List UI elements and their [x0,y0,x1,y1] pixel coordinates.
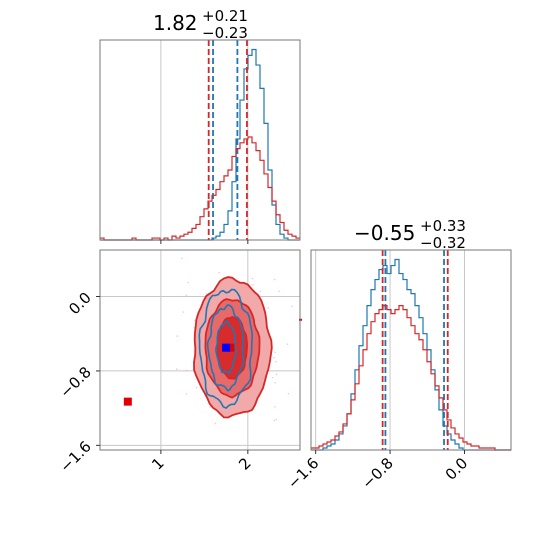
scatter-point [181,257,183,260]
scatter-point [274,406,276,408]
scatter-point [252,284,254,286]
title-right-sub: −0.32 [420,234,466,252]
scatter-point [185,294,188,297]
scatter-point [214,422,217,425]
scatter-point [251,277,254,280]
scatter-point [278,290,280,292]
title-top: 1.82 +0.21 −0.23 [153,7,248,42]
contour-frame [99,249,301,451]
title-right-sup: +0.33 [420,217,466,235]
red-square-main [226,343,235,352]
panel-top-histogram [99,39,301,244]
right-hist-red [311,305,511,451]
contour-x-tick-label-0: 1 [148,454,167,473]
top-hist-blue [100,48,300,241]
scatter-point [273,278,276,281]
scatter-point [259,290,262,293]
right-tick-label-0: −1.6 [284,454,322,492]
blue-contour-level-2 [215,320,238,375]
red-square-outlier [123,397,132,406]
scatter-point [194,319,196,322]
scatter-point [274,382,277,384]
title-top-main: 1.82 [153,11,198,35]
scatter-point [176,335,179,337]
right-tick-label-2: 0.0 [442,454,472,484]
scatter-point [218,271,220,274]
scatter-point [267,307,270,309]
panel-right-histogram: −1.6 −0.8 0.0 [284,249,512,493]
scatter-point [287,392,290,395]
contour-x-tick-label-1: 2 [235,454,254,473]
title-top-sup: +0.21 [202,7,248,25]
scatter-point [275,360,277,363]
blue-contour-level-0 [198,288,254,410]
scatter-point [185,369,188,372]
scatter-point [275,373,278,376]
scatter-point [274,351,276,354]
title-top-sub: −0.23 [202,24,248,42]
contour-y-tick-label-0: −1.6 [56,437,94,475]
scatter-point [273,419,276,422]
scatter-point [185,393,188,395]
blue-contour-level-1 [206,303,245,392]
scatter-point [275,418,278,421]
scatter-point [273,356,275,359]
right-frame [310,249,512,451]
right-hist-blue [311,258,511,451]
blue-square-main [222,343,231,352]
scatter-point [195,386,198,389]
title-right: −0.55 +0.33 −0.32 [354,217,466,252]
scatter-point [187,281,190,284]
contour-y-tick-label-1: −0.8 [56,363,94,401]
scatter-point [209,406,211,408]
top-hist-red [100,136,300,241]
title-right-main: −0.55 [354,221,415,245]
scatter-point [286,343,289,345]
scatter-point [182,311,185,313]
contour-y-tick-label-2: 0.0 [65,289,95,319]
panel-contour: 1 2 −1.6 −0.8 0.0 [56,249,302,476]
right-tick-label-1: −0.8 [358,454,396,492]
scatter-point [205,292,208,295]
scatter-point [175,368,178,371]
top-frame [99,39,301,241]
scatter-point [291,305,293,308]
scatter-point [271,376,274,379]
